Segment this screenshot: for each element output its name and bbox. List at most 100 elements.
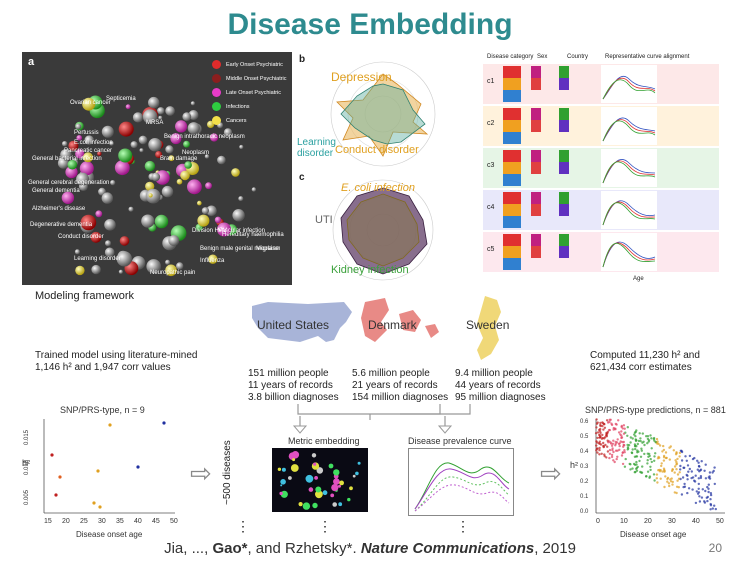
right-plot-point [646,435,650,438]
category-bar [531,108,541,120]
embedding-sphere [80,214,97,231]
computed-line2: 621,434 corr estimates [590,362,692,373]
framework-heading: Modeling framework [35,290,135,302]
category-bar [503,246,521,258]
embedding-sphere [176,178,183,185]
right-plot-point [700,496,704,499]
right-plot-point [703,469,706,472]
embedding-sphere [165,106,175,116]
embedding-sphere [76,135,82,141]
legend-item: Middle Onset Psychiatric [212,74,287,83]
metric-dot [314,476,318,480]
dk-people: 5.6 million people [352,368,430,379]
right-plot-point [623,451,626,454]
radar-c-label-uti: UTI [315,214,333,226]
cluster-curve-line [602,161,656,184]
embedding-sphere [217,155,226,165]
right-plot-point [667,482,671,485]
right-plot-point [640,449,643,452]
dk-diagnoses: 154 million diagnoses [352,392,449,403]
right-plot-point [620,454,624,457]
embedding-sphere [132,112,144,123]
legend-dot-icon [212,116,221,125]
cluster-curve-line [602,202,656,226]
right-plot-point [604,443,607,447]
right-plot-ylabel: h² [570,460,579,470]
metric-dot [279,491,283,496]
embedding-sphere [145,181,155,191]
cluster-curve-line [602,201,656,226]
right-plot-point [653,479,656,482]
right-plot-point [620,436,623,440]
disease-label: Influenza [200,258,225,264]
embedding-sphere [170,133,182,145]
right-plot-point [636,449,639,452]
category-bar [531,234,541,246]
country-dk-label: Denmark [368,318,417,332]
category-bar [503,132,521,144]
prevalence-lines [414,462,510,512]
cluster-curve [601,149,657,187]
embedding-sphere [75,123,82,130]
us-diagnoses: 3.8 billion diagnoses [248,392,339,403]
right-plot-point [639,455,643,458]
metric-dot [357,461,361,465]
right-plot-point [627,444,631,447]
embedding-sphere [238,196,244,202]
right-plot-point [666,480,669,483]
dk-years: 21 years of records [352,380,438,391]
right-plot-point [646,462,649,465]
connector-arrows [292,404,471,434]
right-plot-point [661,470,664,473]
right-plot-point [622,424,626,427]
left-plot-point [98,505,102,509]
right-plot-point [676,479,679,482]
right-plot-point [623,427,626,430]
denmark-map-icon [361,298,439,342]
metric-dot [333,478,340,485]
embedding-sphere [165,259,171,265]
radar-c-chart [332,179,434,281]
left-plot-point [50,453,54,457]
embedding-sphere [206,205,217,217]
cluster-table-header: Disease category Sex Country Representat… [487,54,717,64]
metric-embedding-image [272,448,368,512]
right-plot-point [635,466,639,470]
disease-label: Ovarian cancer [70,100,111,106]
right-plot-point [709,498,712,501]
category-bar [531,66,541,78]
us-people: 151 million people [248,368,329,379]
right-plot-point [675,451,678,454]
metric-dot [355,471,359,476]
right-plot-point [616,455,619,458]
right-plot-point [709,508,712,511]
diseases-count-label: ~500 diseases [222,440,233,505]
right-plot-point [641,432,644,435]
radar-b-label-depression: Depression [331,70,392,84]
cluster-label: c4 [487,204,495,211]
right-y-tick: 0.2 [580,479,589,485]
right-plot-point [669,480,673,483]
citation-year: , 2019 [534,540,576,557]
us-stats: 151 million people 11 years of records 3… [248,368,339,404]
cluster-curve-line [602,79,656,100]
category-bar [503,162,521,174]
category-bar [531,78,541,90]
right-plot-point [606,445,609,448]
disease-label: Neoplasm [182,150,210,156]
left-x-tick: 20 [62,518,70,525]
legend-item: Early Onset Psychiatric [212,60,287,69]
disease-label: Septicemia [106,96,136,102]
right-plot-point [697,461,700,464]
right-plot-point [662,444,665,448]
right-plot-point [607,428,611,432]
right-x-tick: 40 [692,518,700,525]
right-plot-point [633,433,636,436]
metric-dot [338,484,341,488]
embedding-sphere [157,107,165,115]
embedding-sphere [104,247,115,258]
embedding-sphere [61,191,75,204]
right-plot-point [686,478,689,481]
category-bar [531,246,541,258]
disease-label: Pertussis [74,130,99,136]
